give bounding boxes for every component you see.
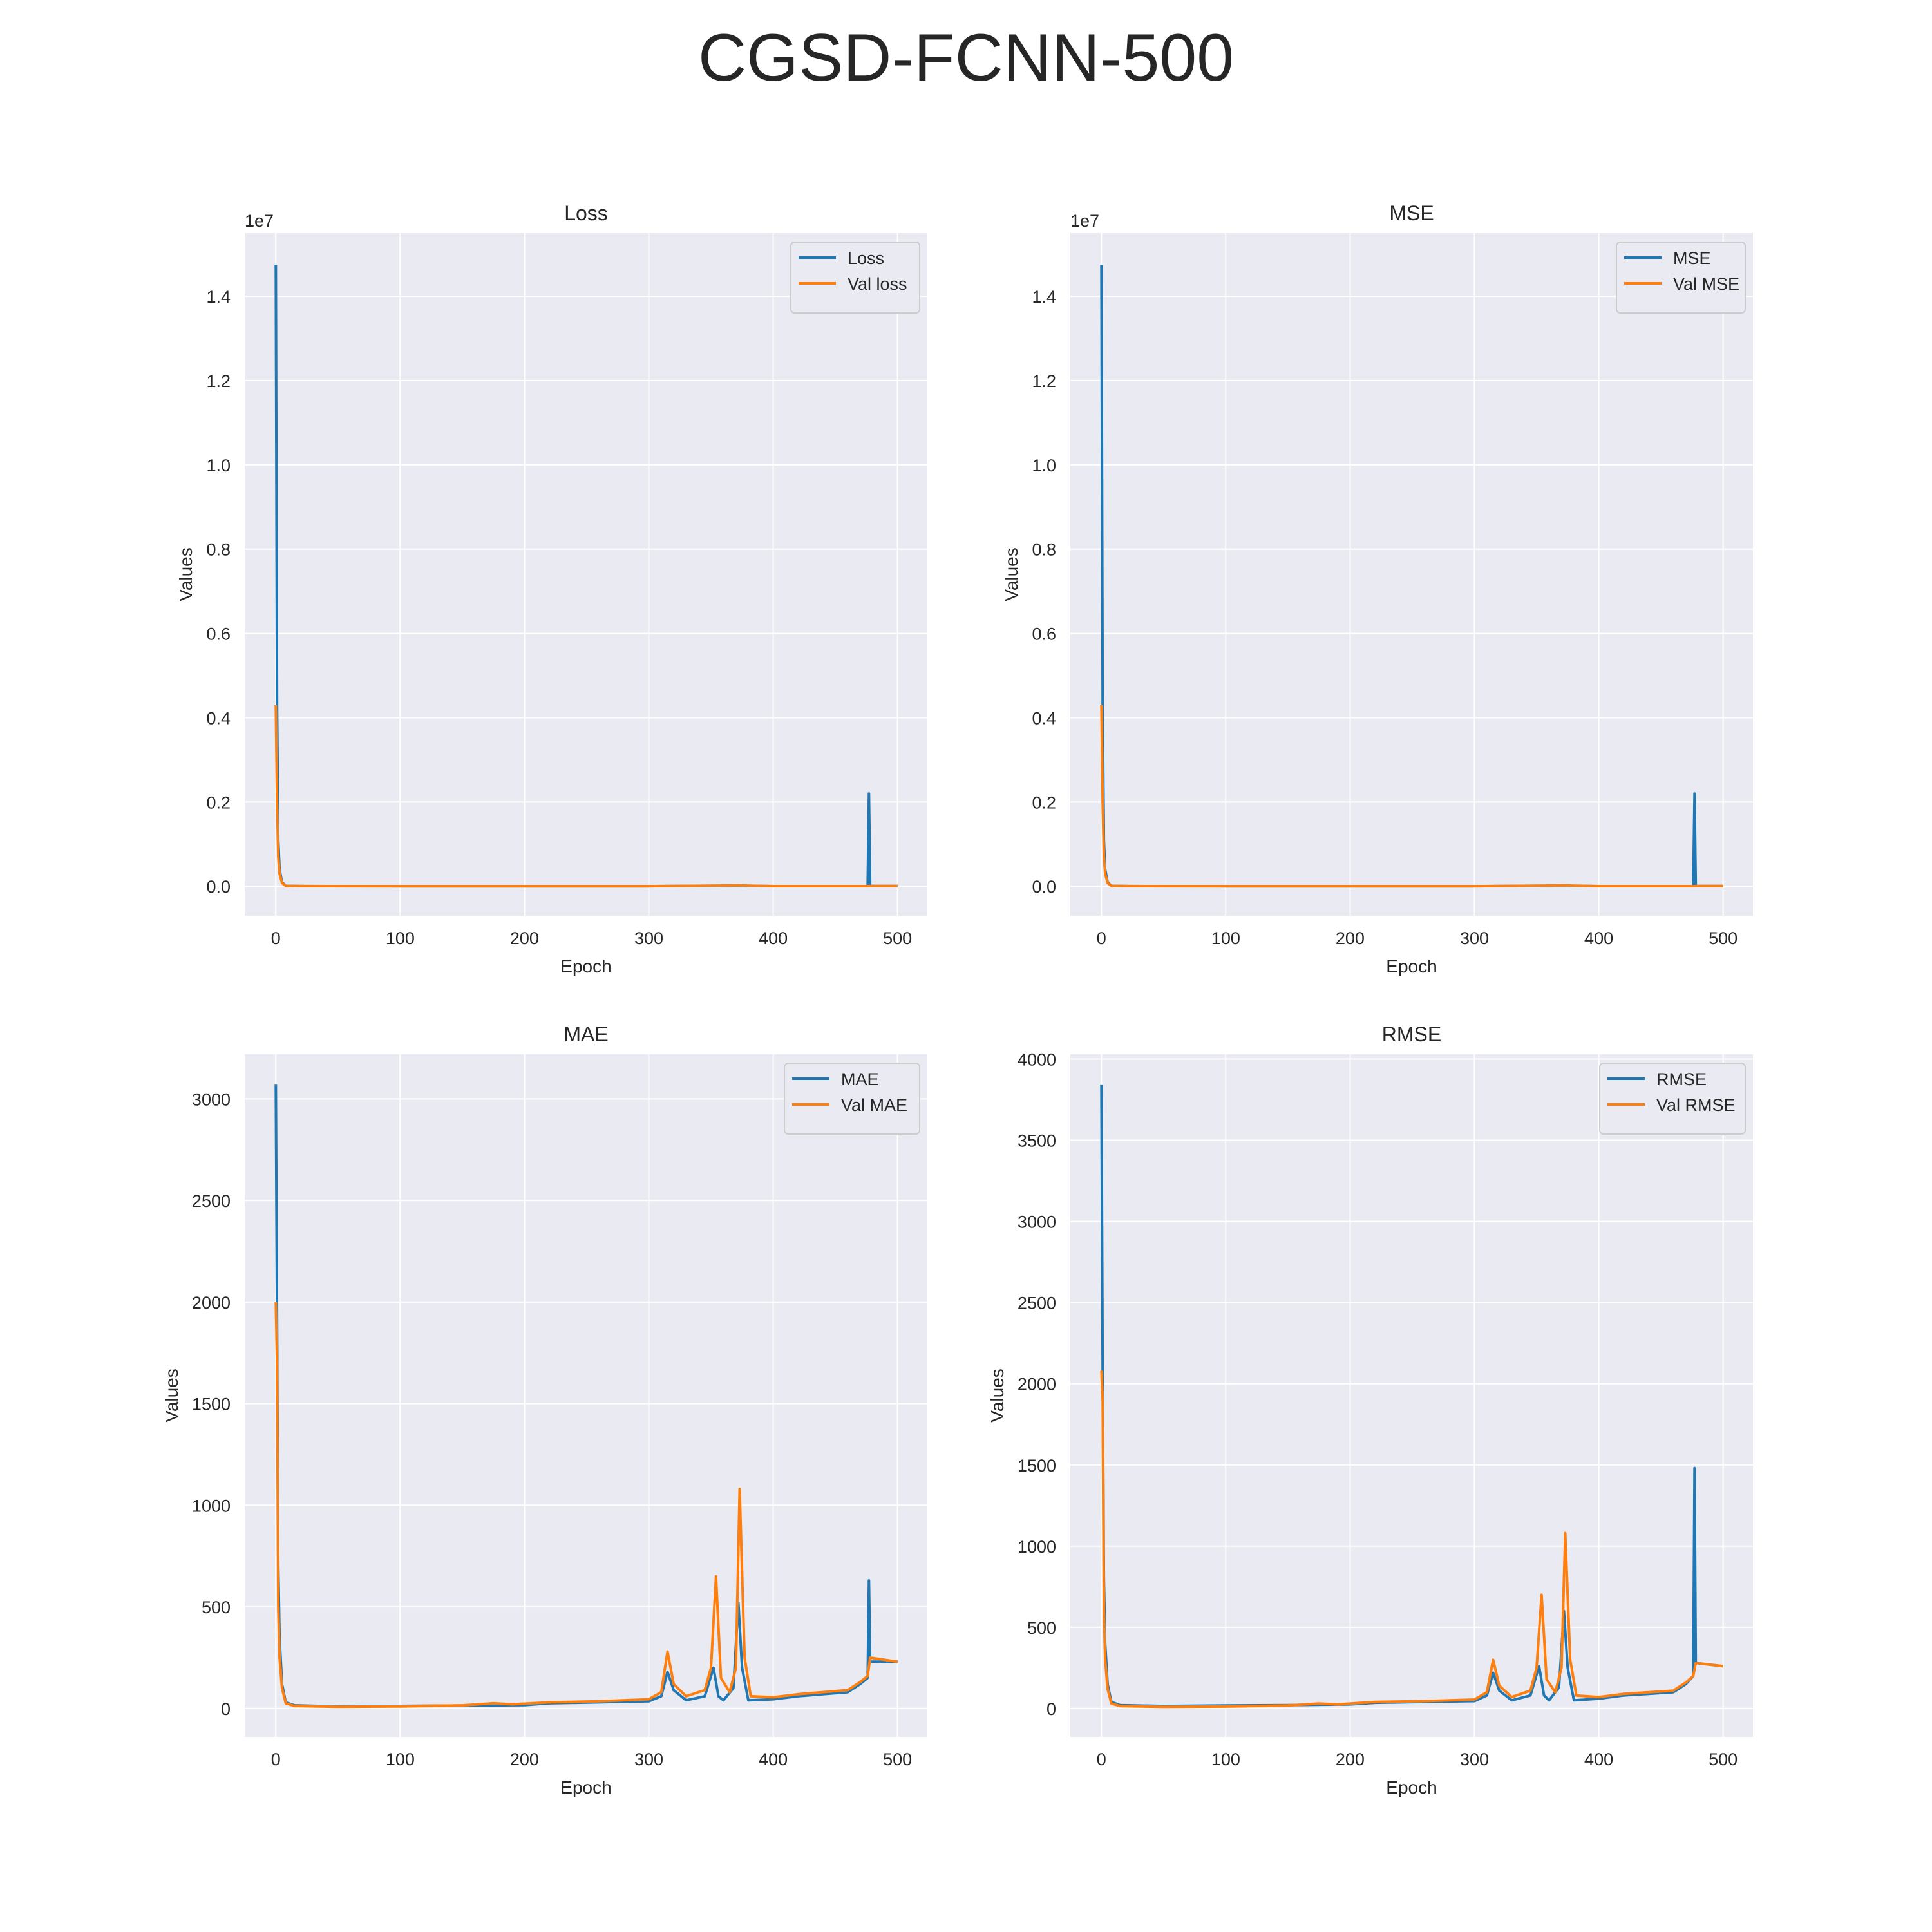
y-tick-label: 0.8 [1032, 540, 1056, 560]
figure-title: CGSD-FCNN-500 [697, 21, 1235, 95]
y-tick-label: 3500 [1018, 1132, 1056, 1151]
x-axis-label: Epoch [560, 1777, 611, 1797]
y-tick-label: 500 [202, 1598, 231, 1617]
y-axis-label: Values [1001, 547, 1021, 601]
y-tick-label: 1000 [192, 1496, 231, 1515]
y-tick-label: 0.2 [206, 793, 231, 812]
x-axis-label: Epoch [1386, 1777, 1437, 1797]
y-offset-label: 1e7 [1070, 211, 1099, 231]
subplot-rmse: 0 100 200 300 400 500 0 500 1000 1500 2000 2500 3000… [987, 1023, 1753, 1797]
subplot-title: MSE [1389, 202, 1434, 225]
subplot-title: MAE [564, 1023, 608, 1046]
legend-label: MSE [1673, 249, 1711, 268]
y-tick-label: 0.4 [206, 708, 231, 728]
y-tick-label: 0.2 [1032, 793, 1056, 812]
series-line-val-mse [1100, 705, 1723, 888]
y-tick-label: 1.0 [206, 456, 231, 475]
x-tick-label: 400 [759, 1750, 788, 1769]
y-tick-label: 2000 [192, 1293, 231, 1312]
x-tick-label: 300 [634, 929, 663, 948]
y-tick-label: 1000 [1018, 1537, 1056, 1557]
legend-label: Val MSE [1673, 274, 1739, 294]
y-tick-label: 3000 [192, 1090, 231, 1109]
y-tick-label: 1.2 [206, 372, 231, 391]
x-tick-label: 100 [386, 1750, 415, 1769]
subplot-mse: 0 100 200 300 400 500 0.0 0.2 0.4 0.6 0.8 1.0 1.2 1.4… [1001, 202, 1753, 976]
legend-box [1616, 242, 1746, 314]
legend-label: Val loss [848, 274, 907, 294]
y-offset-label: 1e7 [245, 211, 274, 231]
y-tick-label: 0.4 [1032, 708, 1056, 728]
x-tick-label: 0 [271, 1750, 281, 1769]
y-tick-label: 0.6 [1032, 625, 1056, 644]
x-tick-label: 100 [1211, 929, 1240, 948]
y-tick-label: 0.0 [206, 877, 231, 896]
x-tick-label: 400 [1584, 1750, 1613, 1769]
y-tick-label: 500 [1027, 1618, 1056, 1638]
y-tick-label: 2500 [1018, 1294, 1056, 1313]
subplot-mae: 0 100 200 300 400 500 0 500 1000 1500 2000 2500 3000… [162, 1023, 927, 1797]
x-tick-label: 200 [1336, 929, 1365, 948]
x-tick-label: 200 [510, 1750, 539, 1769]
y-tick-label: 2500 [192, 1191, 231, 1211]
x-tick-label: 100 [1211, 1750, 1240, 1769]
y-axis-label: Values [176, 547, 196, 601]
x-axis-label: Epoch [1386, 956, 1437, 976]
y-axis-label: Values [987, 1368, 1007, 1423]
subplot-title: RMSE [1382, 1023, 1441, 1046]
plot-area [1070, 1054, 1753, 1737]
x-tick-label: 500 [1709, 929, 1738, 948]
subplot-loss: 0 100 200 300 400 500 0.0 0.2 0.4 0.6 0.8 1.0 1.2 1.4… [176, 202, 927, 976]
x-tick-label: 400 [759, 929, 788, 948]
x-tick-label: 500 [883, 1750, 912, 1769]
legend-label: Loss [848, 249, 884, 268]
plot-area [245, 233, 927, 916]
x-tick-label: 400 [1584, 929, 1613, 948]
x-tick-label: 500 [883, 929, 912, 948]
y-tick-label: 0.8 [206, 540, 231, 560]
legend-box [790, 242, 920, 314]
legend-box [1599, 1063, 1746, 1135]
legend-label: RMSE [1656, 1070, 1707, 1089]
legend-label: Val RMSE [1656, 1095, 1736, 1115]
x-tick-label: 300 [634, 1750, 663, 1769]
legend-label: MAE [841, 1070, 879, 1089]
x-tick-label: 100 [386, 929, 415, 948]
x-tick-label: 0 [271, 929, 281, 948]
plot-area [245, 1054, 927, 1737]
x-tick-label: 200 [510, 929, 539, 948]
x-tick-label: 0 [1097, 1750, 1106, 1769]
y-tick-label: 4000 [1018, 1050, 1056, 1070]
subplot-title: Loss [564, 202, 608, 225]
x-axis-label: Epoch [560, 956, 611, 976]
y-axis-label: Values [162, 1368, 182, 1423]
y-tick-label: 0.6 [206, 625, 231, 644]
y-tick-label: 0 [221, 1700, 231, 1719]
legend-box [784, 1063, 920, 1135]
y-tick-label: 1500 [192, 1395, 231, 1414]
y-tick-label: 1.0 [1032, 456, 1056, 475]
series-line-val-rmse [1100, 1370, 1723, 1709]
y-tick-label: 2000 [1018, 1375, 1056, 1394]
series-line-val-mae [274, 1302, 898, 1709]
y-tick-label: 0 [1046, 1700, 1056, 1719]
x-tick-label: 500 [1709, 1750, 1738, 1769]
y-tick-label: 1.4 [1032, 287, 1056, 307]
legend-label: Val MAE [841, 1095, 907, 1115]
y-tick-label: 1500 [1018, 1456, 1056, 1475]
x-tick-label: 0 [1097, 929, 1106, 948]
x-tick-label: 300 [1460, 929, 1489, 948]
x-tick-label: 300 [1460, 1750, 1489, 1769]
y-tick-label: 0.0 [1032, 877, 1056, 896]
y-tick-label: 3000 [1018, 1213, 1056, 1232]
plot-area [1070, 233, 1753, 916]
y-tick-label: 1.4 [206, 287, 231, 307]
series-line-val-loss [274, 705, 898, 888]
x-tick-label: 200 [1336, 1750, 1365, 1769]
y-tick-label: 1.2 [1032, 372, 1056, 391]
